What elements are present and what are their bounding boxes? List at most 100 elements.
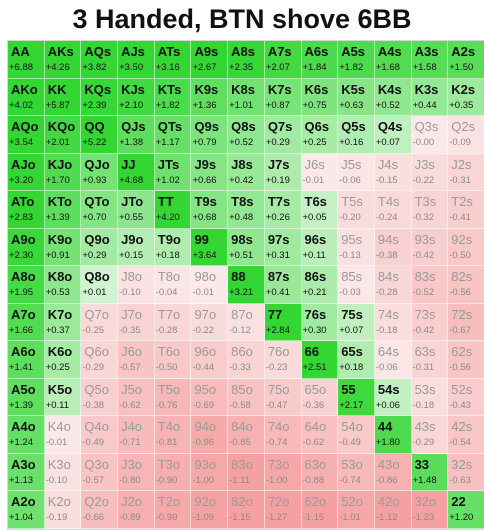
hand-cell-J4s: J4s -0.15 [374,153,412,191]
hand-grid: AA +6.88 AKs +4.26 AQs +3.82 AJs +3.50 ATs +3.16 A… [7,40,484,530]
hand-cell-KTo: KTo +1.39 [44,191,82,229]
ev-value: -1.01 [339,512,361,523]
hand-cell-88: 88 +3.21 [228,266,265,304]
ev-value: +4.02 [9,99,34,111]
hand-cell-T4s: T4s -0.24 [374,191,412,229]
hand-label: AQs [84,44,112,59]
hand-label: Q7s [267,119,293,134]
hand-label: 62s [451,344,473,359]
hand-cell-J9o: J9o +0.15 [118,228,155,266]
hand-label: AKs [47,44,74,59]
hand-label: 87o [231,306,253,322]
hand-label: A2o [11,494,36,509]
hand-label: J9o [121,231,144,247]
ev-value: +2.51 [302,362,327,373]
hand-cell-J7o: J7o -0.35 [118,303,155,341]
hand-cell-Q6o: Q6o -0.29 [81,341,119,379]
hand-label: 94o [194,419,217,434]
hand-cell-QQ: QQ +5.22 [81,116,119,154]
ev-value: +1.66 [9,324,34,336]
hand-label: K8o [47,269,73,284]
hand-cell-T6s: T6s +0.05 [301,191,339,229]
ev-value: +0.70 [82,212,107,223]
hand-cell-64o: 64o -0.62 [301,416,339,454]
hand-label: 55 [341,381,356,397]
hand-cell-T8s: T8s +0.48 [228,191,265,229]
hand-label: 75s [341,306,363,322]
hand-label: A6o [11,344,36,359]
ev-value: -0.06 [375,362,398,373]
hand-label: JTs [157,156,180,172]
hand-cell-KQo: KQo +2.01 [44,116,82,154]
hand-cell-ATs: ATs +3.16 [154,41,192,79]
ev-value: -0.01 [192,287,215,298]
ev-value: +1.39 [9,399,34,411]
hand-cell-95o: 95o -0.69 [191,378,229,416]
hand-label: K3s [414,81,439,97]
hand-cell-J2s: J2s -0.31 [448,153,484,191]
hand-label: T9o [157,231,181,247]
hand-cell-53o: 53o -0.74 [338,453,375,491]
hand-label: 75o [267,381,290,397]
hand-cell-T5o: T5o -0.76 [154,378,192,416]
hand-label: 64o [304,419,327,434]
hand-label: AJs [121,44,145,59]
ev-value: +1.95 [9,287,34,298]
hand-label: 77 [267,306,283,322]
hand-label: J9s [194,156,217,172]
ev-value: +1.58 [412,62,437,73]
hand-label: K2s [451,81,476,97]
hand-cell-32o: 32o -1.23 [411,491,449,529]
hand-cell-A6o: A6o +1.41 [8,341,45,379]
hand-cell-Q9s: Q9s +0.79 [191,116,229,154]
hand-cell-K9s: K9s +1.36 [191,78,229,116]
hand-label: 33 [414,456,430,472]
hand-label: 44 [377,419,393,434]
hand-label: T3o [157,456,181,472]
hand-cell-A5o: A5o +1.39 [8,378,45,416]
hand-cell-JTs: JTs +1.02 [154,153,192,191]
hand-cell-QJs: QJs +1.38 [118,116,155,154]
ev-value: +2.84 [265,324,290,336]
hand-cell-73s: 73s -0.42 [411,303,449,341]
ev-value: +0.29 [265,137,290,148]
hand-label: 93s [414,231,436,247]
ev-value: +0.26 [265,212,290,223]
ev-value: +0.41 [265,287,290,298]
hand-cell-86s: 86s +0.21 [301,266,339,304]
ev-value: -0.22 [412,174,435,186]
ev-value: -0.85 [229,437,251,448]
hand-cell-Q2s: Q2s -0.09 [448,116,484,154]
ev-value: +2.07 [265,62,290,73]
ev-value: -0.89 [119,512,141,523]
hand-cell-Q3o: Q3o -0.57 [81,453,119,491]
ev-value: -0.90 [155,474,178,486]
hand-cell-K8o: K8o +0.53 [44,266,82,304]
ev-value: +4.26 [45,62,70,73]
hand-cell-T2o: T2o -0.99 [154,491,192,529]
hand-label: Q3o [84,456,109,472]
ev-value: +1.70 [45,174,70,186]
ev-value: -0.31 [449,174,471,186]
ev-value: -1.00 [265,474,288,486]
hand-cell-J6s: J6s -0.01 [301,153,339,191]
hand-label: 32o [414,494,437,509]
hand-label: 64s [377,344,399,359]
ev-value: -0.29 [412,437,435,448]
hand-label: 43s [414,419,436,434]
ev-value: -0.15 [375,174,398,186]
ev-value: -0.74 [265,437,288,448]
hand-label: 97s [267,231,290,247]
hand-cell-Q6s: Q6s +0.25 [301,116,339,154]
ev-value: -0.69 [192,399,215,411]
ev-value: +2.35 [229,62,254,73]
ev-value: -0.44 [192,362,215,373]
hand-cell-J8s: J8s +0.42 [228,153,265,191]
ev-value: +0.52 [375,99,400,111]
hand-label: T7s [267,194,291,209]
hand-label: J3o [121,456,143,472]
hand-label: 86o [231,344,253,359]
hand-label: 93o [194,456,217,472]
hand-label: 66 [304,344,319,359]
hand-cell-77: 77 +2.84 [264,303,302,341]
